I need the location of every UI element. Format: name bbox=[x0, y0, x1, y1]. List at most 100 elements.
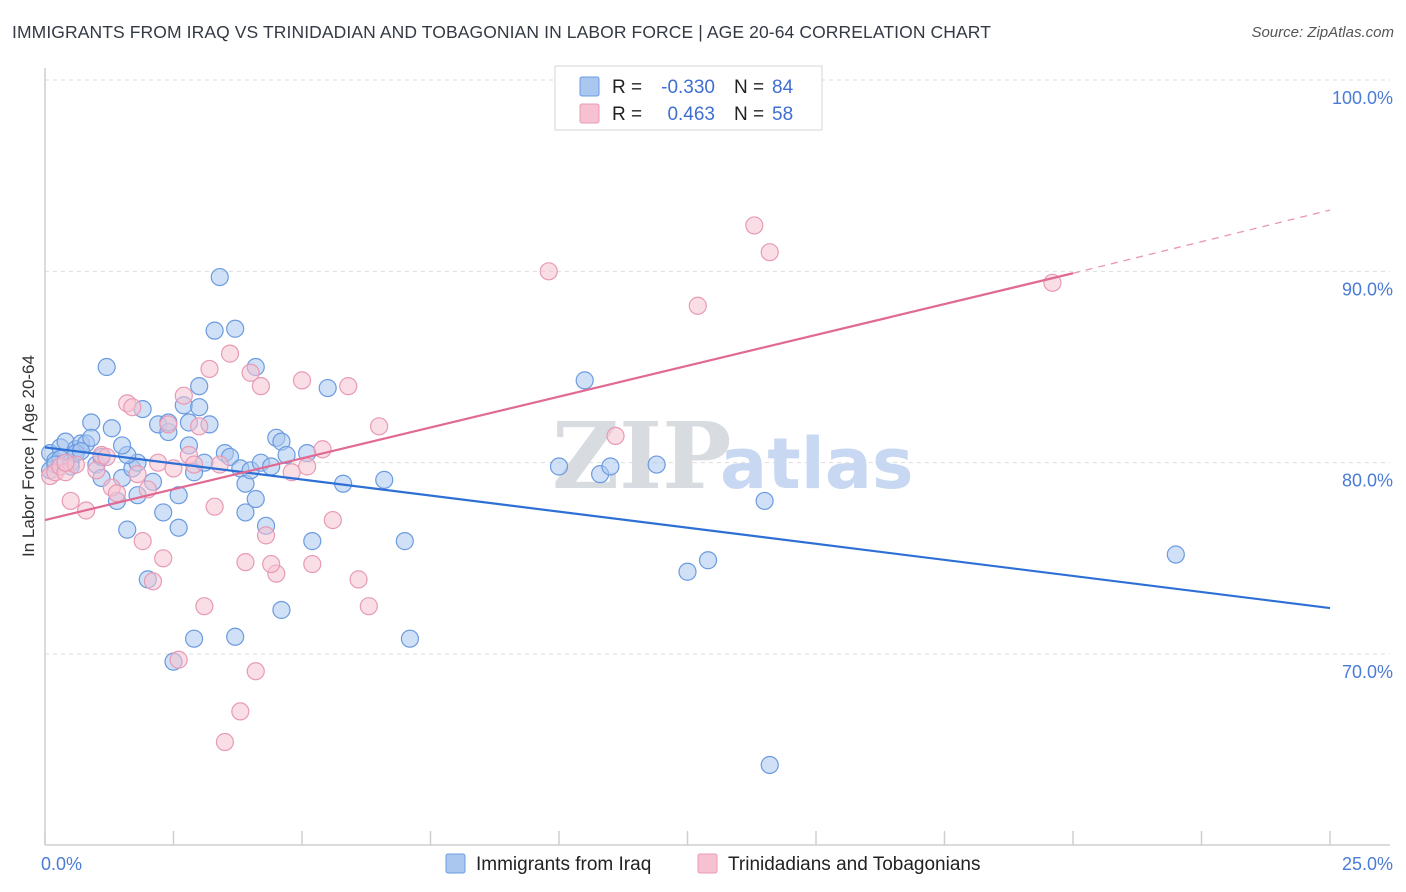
data-point-trinidad-24 bbox=[190, 417, 209, 436]
y-tick-label-1: 90.0% bbox=[1342, 279, 1393, 299]
y-tick-label-2: 80.0% bbox=[1342, 471, 1393, 491]
data-point-trinidad-34 bbox=[246, 662, 265, 681]
watermark-atlas: atlas bbox=[720, 423, 914, 505]
data-point-trinidad-57 bbox=[298, 457, 317, 476]
data-point-trinidad-39 bbox=[292, 371, 312, 390]
data-point-iraq-51 bbox=[303, 532, 322, 551]
data-point-trinidad-46 bbox=[370, 417, 389, 436]
data-point-trinidad-47 bbox=[539, 262, 558, 281]
data-point-trinidad-10 bbox=[107, 484, 127, 503]
data-point-iraq-25 bbox=[154, 503, 173, 522]
chart-title: IMMIGRANTS FROM IRAQ VS TRINIDADIAN AND … bbox=[12, 22, 991, 42]
data-point-trinidad-22 bbox=[174, 386, 193, 405]
data-point-iraq-36 bbox=[210, 267, 229, 287]
bottom-legend-swatch-iraq bbox=[445, 853, 466, 874]
data-point-iraq-72 bbox=[190, 377, 209, 396]
data-point-iraq-60 bbox=[601, 457, 620, 476]
data-point-iraq-65 bbox=[760, 755, 779, 775]
trend-lines bbox=[44, 209, 1331, 610]
data-point-trinidad-44 bbox=[349, 570, 368, 589]
data-point-trinidad-30 bbox=[220, 344, 240, 363]
data-point-trinidad-18 bbox=[154, 549, 173, 568]
data-point-trinidad-12 bbox=[123, 398, 142, 417]
stats-legend: R = -0.330 N = 84 R = 0.463 N = 58 bbox=[554, 65, 823, 131]
data-point-trinidad-36 bbox=[256, 526, 276, 545]
data-point-trinidad-16 bbox=[143, 572, 163, 591]
data-point-iraq-15 bbox=[102, 419, 121, 438]
data-point-iraq-56 bbox=[400, 629, 420, 648]
legend-n-label-1: N = bbox=[734, 77, 764, 98]
data-point-iraq-71 bbox=[272, 600, 291, 620]
watermark: ZIP atlas bbox=[552, 402, 914, 510]
data-point-trinidad-43 bbox=[339, 377, 358, 396]
data-point-iraq-62 bbox=[678, 562, 697, 581]
data-point-trinidad-21 bbox=[169, 650, 188, 669]
data-point-trinidad-25 bbox=[195, 597, 214, 616]
legend-r-value-1: -0.330 bbox=[661, 77, 715, 98]
data-point-iraq-28 bbox=[169, 518, 188, 537]
data-point-iraq-57 bbox=[549, 457, 569, 476]
data-point-trinidad-42 bbox=[323, 510, 342, 530]
data-point-iraq-58 bbox=[575, 371, 594, 390]
data-point-trinidad-56 bbox=[262, 554, 281, 574]
legend-r-value-2: 0.463 bbox=[667, 104, 715, 125]
data-point-iraq-83 bbox=[184, 629, 204, 648]
data-point-trinidad-14 bbox=[133, 532, 152, 551]
data-point-trinidad-49 bbox=[688, 296, 707, 315]
data-point-trinidad-50 bbox=[745, 216, 764, 235]
y-tick-label-0: 100.0% bbox=[1332, 88, 1393, 108]
data-point-iraq-74 bbox=[82, 428, 101, 447]
trend-line-trinidad-extension bbox=[1072, 209, 1331, 274]
data-point-trinidad-51 bbox=[760, 243, 779, 262]
data-point-trinidad-48 bbox=[606, 426, 625, 445]
data-point-trinidad-45 bbox=[359, 597, 378, 616]
data-point-iraq-70 bbox=[226, 627, 245, 646]
data-point-iraq-54 bbox=[375, 470, 394, 489]
data-point-iraq-11 bbox=[82, 413, 101, 432]
data-point-iraq-63 bbox=[698, 551, 718, 570]
data-point-iraq-55 bbox=[395, 532, 414, 551]
data-point-iraq-35 bbox=[205, 321, 224, 340]
legend-n-value-1: 84 bbox=[772, 77, 794, 98]
data-point-iraq-39 bbox=[226, 319, 245, 338]
series-trinidad-points bbox=[41, 216, 1062, 752]
watermark-zip: ZIP bbox=[552, 402, 731, 510]
x-tick-label-0: 0.0% bbox=[41, 854, 82, 874]
data-point-iraq-18 bbox=[118, 520, 137, 539]
legend-swatch-blue bbox=[579, 76, 600, 97]
bottom-legend-label-trinidad: Trinidadians and Tobagonians bbox=[728, 854, 980, 875]
legend-n-value-2: 58 bbox=[772, 104, 793, 125]
series-iraq-points bbox=[41, 267, 1185, 775]
data-point-trinidad-35 bbox=[251, 377, 270, 396]
data-point-iraq-80 bbox=[246, 489, 265, 509]
data-point-iraq-64 bbox=[755, 491, 774, 511]
legend-r-label-1: R = bbox=[612, 77, 642, 98]
y-tick-labels: 100.0% 90.0% 80.0% 70.0% bbox=[1332, 88, 1393, 682]
trend-line-trinidad bbox=[44, 272, 1074, 522]
bottom-legend-swatch-trinidad bbox=[697, 853, 718, 874]
legend-swatch-pink bbox=[579, 103, 600, 124]
data-point-iraq-52 bbox=[318, 378, 337, 398]
data-point-trinidad-4 bbox=[61, 491, 80, 511]
series-legend: Immigrants from Iraq Trinidadians and To… bbox=[445, 853, 980, 875]
source-credit: Source: ZipAtlas.com bbox=[1251, 24, 1394, 41]
data-point-trinidad-13 bbox=[128, 465, 147, 484]
data-point-trinidad-33 bbox=[241, 363, 260, 382]
data-point-trinidad-27 bbox=[205, 497, 224, 516]
bottom-legend-label-iraq: Immigrants from Iraq bbox=[476, 854, 651, 875]
data-point-trinidad-54 bbox=[56, 453, 75, 472]
data-point-trinidad-26 bbox=[200, 359, 219, 379]
x-tick-label-1: 25.0% bbox=[1342, 854, 1393, 874]
legend-r-label-2: R = bbox=[612, 104, 642, 125]
x-tick-labels: 0.0% 25.0% bbox=[41, 854, 1393, 874]
data-point-iraq-61 bbox=[647, 455, 666, 474]
data-point-trinidad-31 bbox=[231, 702, 250, 721]
data-point-trinidad-32 bbox=[236, 553, 255, 572]
y-axis-title: In Labor Force | Age 20-64 bbox=[19, 355, 38, 557]
y-tick-label-3: 70.0% bbox=[1342, 662, 1393, 682]
data-point-iraq-76 bbox=[236, 503, 255, 522]
data-point-iraq-14 bbox=[97, 357, 116, 377]
data-point-iraq-82 bbox=[112, 436, 132, 455]
data-point-iraq-32 bbox=[190, 398, 209, 417]
